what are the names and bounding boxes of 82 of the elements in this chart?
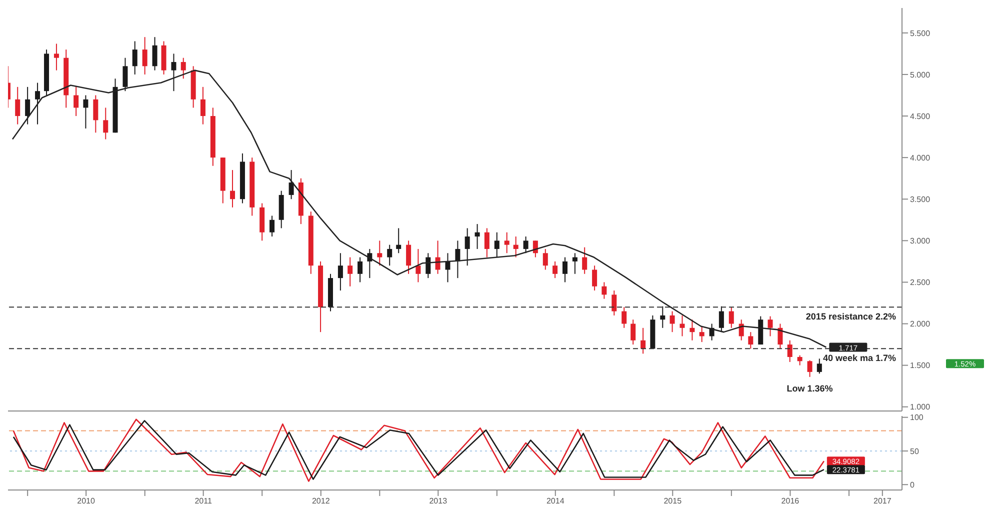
candlestick xyxy=(660,306,666,328)
candlestick xyxy=(200,86,206,125)
candlestick xyxy=(748,332,754,350)
candlestick xyxy=(484,228,490,258)
y-tick-label: 1.000 xyxy=(910,402,931,412)
y-tick-label: 0 xyxy=(910,480,915,490)
candlestick xyxy=(270,215,275,238)
ref-line-label: 40 week ma 1.7% xyxy=(822,353,896,364)
candlestick xyxy=(612,290,617,316)
candlestick xyxy=(690,319,695,341)
candlestick xyxy=(348,256,353,287)
candlestick xyxy=(602,282,607,300)
candlestick xyxy=(15,86,20,125)
x-tick-label: 2015 xyxy=(664,496,682,506)
candlestick xyxy=(552,260,558,279)
x-tick-label: 2017 xyxy=(874,496,892,506)
candlestick xyxy=(152,36,158,71)
candlestick xyxy=(699,326,704,343)
candlestick xyxy=(572,252,578,274)
candlestick xyxy=(288,170,294,200)
x-tick-label: 2016 xyxy=(781,496,800,506)
candlestick xyxy=(680,314,685,337)
candlestick xyxy=(406,240,412,274)
candlestick xyxy=(103,107,108,140)
y-tick-label: 2.500 xyxy=(910,278,931,288)
x-tick-label: 2013 xyxy=(429,496,448,506)
candlestick xyxy=(807,360,812,378)
candlestick xyxy=(797,354,802,366)
candlestick xyxy=(180,57,186,80)
candlestick xyxy=(504,232,510,254)
candlestick xyxy=(387,244,392,266)
candlestick xyxy=(592,265,598,292)
candlestick xyxy=(718,306,724,333)
x-tick-label: 2012 xyxy=(312,496,330,506)
ref-line-label: 2015 resistance 2.2% xyxy=(806,312,896,322)
x-tick-label: 2011 xyxy=(194,496,212,506)
y-tick-label: 4.000 xyxy=(910,153,931,162)
candlestick xyxy=(416,248,421,283)
y-tick-label: 100 xyxy=(910,413,924,422)
candlestick xyxy=(640,327,646,354)
y-tick-label: 5.500 xyxy=(910,28,931,38)
candlestick xyxy=(728,306,734,328)
y-tick-label: 2.000 xyxy=(910,320,931,329)
candlestick xyxy=(630,319,636,346)
candlestick xyxy=(622,306,627,328)
candlestick xyxy=(35,82,40,125)
y-tick-label: 5.000 xyxy=(910,70,931,80)
candlestick xyxy=(358,256,363,283)
candlestick xyxy=(74,86,79,117)
candlestick xyxy=(377,240,382,266)
candlestick xyxy=(562,256,568,283)
candlestick xyxy=(83,94,88,129)
x-tick-label: 2014 xyxy=(546,496,565,506)
candlestick xyxy=(426,252,431,279)
candlestick xyxy=(670,310,675,333)
candlestick xyxy=(93,94,98,134)
candlestick xyxy=(396,228,402,254)
candlestick xyxy=(778,323,783,350)
candlestick xyxy=(25,86,30,125)
candlestick xyxy=(513,236,518,258)
annotation: Low 1.36% xyxy=(786,383,833,394)
candlestick xyxy=(816,358,822,374)
y-tick-label: 3.500 xyxy=(910,194,931,204)
candlestick xyxy=(474,224,480,250)
candlestick xyxy=(142,36,148,75)
candlestick xyxy=(582,246,588,274)
candlestick xyxy=(445,252,450,283)
candlestick xyxy=(768,316,773,337)
candlestick xyxy=(494,232,500,258)
candlestick xyxy=(542,248,548,270)
x-tick-label: 2010 xyxy=(77,496,96,506)
candlestick xyxy=(523,236,528,254)
candlestick xyxy=(464,228,470,266)
candlestick xyxy=(338,252,343,292)
candlestick xyxy=(230,170,236,208)
y-tick-label: 3.000 xyxy=(910,236,931,246)
candlestick xyxy=(132,40,138,75)
y-tick-label: 4.500 xyxy=(910,112,931,121)
y-tick-label: 1.500 xyxy=(910,361,931,370)
candlestick xyxy=(54,43,59,71)
candlestick xyxy=(787,340,792,362)
y-tick-label: 50 xyxy=(910,446,920,456)
